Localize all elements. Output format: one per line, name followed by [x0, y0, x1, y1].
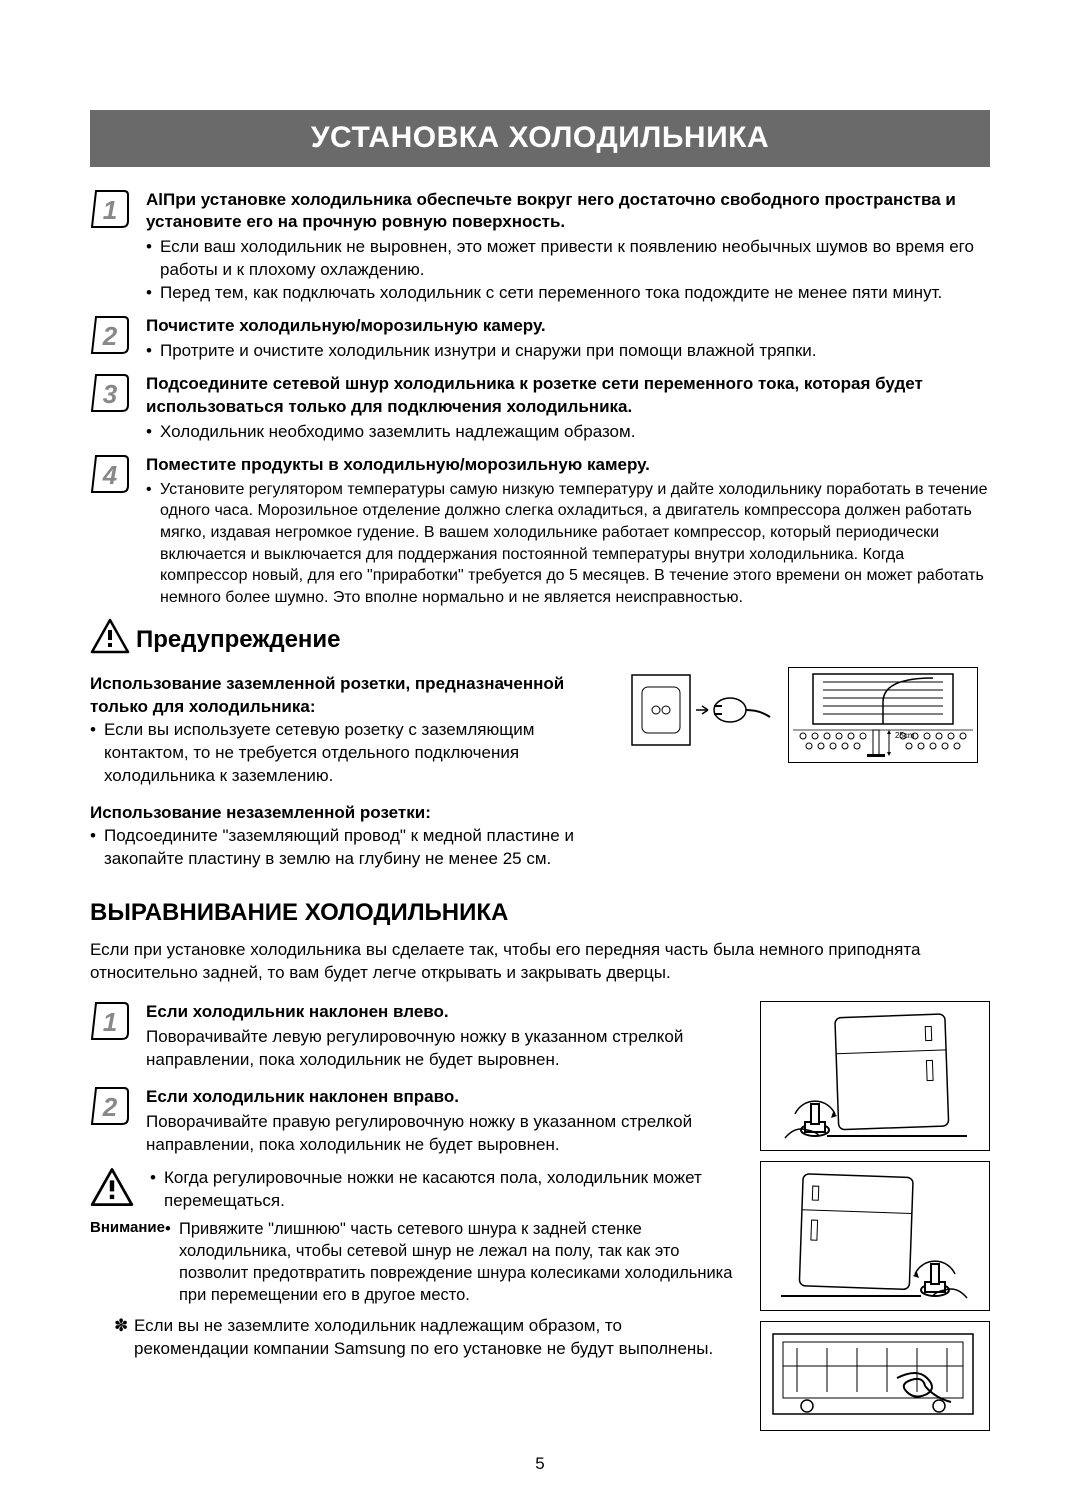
step-4-title: Поместите продукты в холодильную/морозил…: [146, 454, 990, 477]
warning-header: Предупреждение: [90, 618, 990, 661]
warning-title: Предупреждение: [136, 624, 341, 656]
fridge-back-cord-illustration: [760, 1321, 990, 1431]
step-3-bullet-1: Холодильник необходимо заземлить надлежа…: [160, 421, 990, 444]
section-leveling-title: ВЫРАВНИВАНИЕ ХОЛОДИЛЬНИКА: [90, 897, 990, 929]
svg-text:2: 2: [102, 1092, 118, 1122]
step-number-4: 4: [90, 454, 130, 494]
step-4: 4 Поместите продукты в холодильную/мороз…: [90, 454, 990, 609]
caution-label: Внимание: [90, 1218, 165, 1307]
step-number-3: 3: [90, 373, 130, 413]
svg-text:1: 1: [103, 1007, 117, 1037]
step-1: 1 AlПри установке холодильника обеспечьт…: [90, 189, 990, 306]
leveling-step-2: 2 Если холодильник наклонен вправо. Пово…: [90, 1086, 740, 1157]
ground-illustration: 25cm: [788, 667, 978, 763]
step-number-l2: 2: [90, 1086, 130, 1126]
step-1-bullet-1: Если ваш холодильник не выровнен, это мо…: [160, 236, 990, 282]
step-2-bullet-1: Протрите и очистите холодильник изнутри …: [160, 340, 990, 363]
step-number-l1: 1: [90, 1001, 130, 1041]
caution-triangle-icon: [90, 1167, 140, 1214]
page-number: 5: [90, 1453, 990, 1476]
step-2: 2 Почистите холодильную/морозильную каме…: [90, 315, 990, 363]
section-leveling-intro: Если при установке холодильника вы сдела…: [90, 939, 990, 985]
leveling-s1-title: Если холодильник наклонен влево.: [146, 1001, 740, 1024]
main-banner: УСТАНОВКА ХОЛОДИЛЬНИКА: [90, 110, 990, 167]
outlet-plug-illustration: [630, 667, 780, 871]
warning-triangle-icon: [90, 618, 136, 661]
warning-bullet-2: Подсоедините "заземляющий провод" к медн…: [104, 825, 610, 871]
step-4-bullet-1: Установите регулятором температуры самую…: [160, 479, 990, 609]
leveling-s1-body: Поворачивайте левую регулировочную ножку…: [146, 1026, 740, 1072]
step-number-2: 2: [90, 315, 130, 355]
svg-text:2: 2: [102, 321, 118, 351]
fridge-tilt-left-illustration: [760, 1001, 990, 1151]
step-3-title: Подсоедините сетевой шнур холодильника к…: [146, 373, 990, 419]
step-number-1: 1: [90, 189, 130, 229]
step-3: 3 Подсоедините сетевой шнур холодильника…: [90, 373, 990, 444]
step-1-title: AlПри установке холодильника обеспечьте …: [146, 189, 990, 235]
warning-bullet-1: Если вы используете сетевую розетку с за…: [104, 719, 610, 788]
svg-text:4: 4: [102, 460, 118, 490]
leveling-step-1: 1 Если холодильник наклонен влево. Повор…: [90, 1001, 740, 1072]
fridge-tilt-right-illustration: [760, 1161, 990, 1311]
leveling-warn-1: Когда регулировочные ножки не касаются п…: [164, 1167, 740, 1213]
step-2-title: Почистите холодильную/морозильную камеру…: [146, 315, 990, 338]
svg-text:1: 1: [103, 195, 117, 225]
leveling-s2-title: Если холодильник наклонен вправо.: [146, 1086, 740, 1109]
svg-text:3: 3: [103, 379, 118, 409]
step-1-bullet-2: Перед тем, как подключать холодильник c …: [160, 282, 990, 305]
warning-sub2: Использование незаземленной розетки:: [90, 802, 610, 825]
leveling-note: Если вы не заземлите холодильник надлежа…: [134, 1315, 740, 1361]
note-star-icon: ✽: [114, 1315, 134, 1361]
leveling-s2-body: Поворачивайте правую регулировочную ножк…: [146, 1111, 740, 1157]
leveling-warn-2: Привяжите "лишнюю" часть сетевого шнура …: [179, 1218, 740, 1307]
warning-sub1: Использование заземленной розетки, предн…: [90, 673, 610, 719]
ground-depth-label: 25cm: [895, 731, 915, 740]
